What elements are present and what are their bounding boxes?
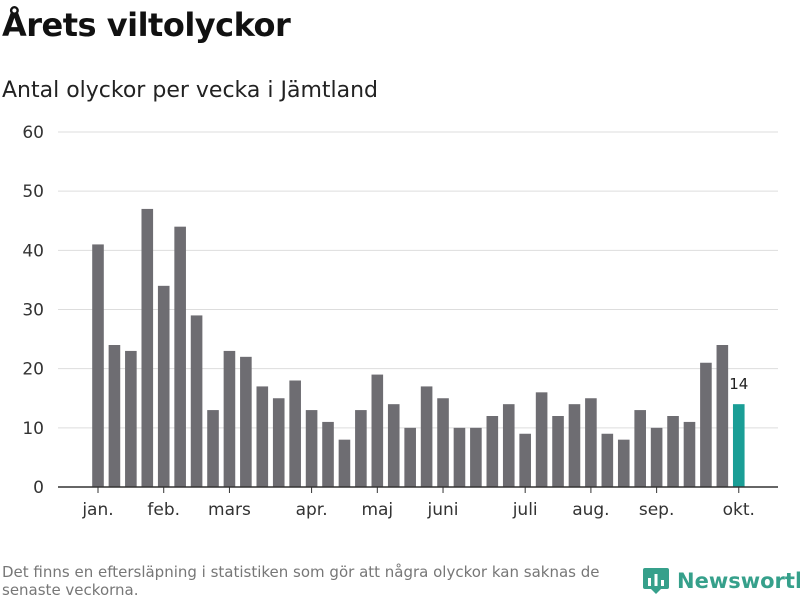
- bar: [322, 421, 334, 487]
- bar: [601, 433, 614, 487]
- bar: [667, 416, 679, 487]
- y-tick-label: 10: [22, 419, 44, 439]
- bar: [568, 404, 581, 487]
- bar: [486, 416, 499, 487]
- bar: [207, 410, 219, 487]
- bar: [338, 439, 351, 487]
- x-tick-label: juni: [427, 500, 459, 520]
- bar: [683, 421, 696, 487]
- newsworthy-logo-icon: [643, 568, 669, 594]
- bar: [256, 386, 269, 487]
- bar: [305, 410, 318, 487]
- footnote: Det finns en eftersläpning i statistiken…: [2, 563, 600, 599]
- x-tick-label: jan.: [81, 500, 113, 520]
- y-tick-label: 30: [22, 301, 44, 321]
- y-tick-label: 60: [22, 123, 44, 143]
- x-tick-label: feb.: [147, 500, 180, 520]
- x-tick-label: juli: [512, 500, 538, 520]
- bar: [92, 244, 104, 487]
- bar: [617, 439, 630, 487]
- bar: [453, 427, 466, 487]
- chart-subtitle: Antal olyckor per vecka i Jämtland: [2, 78, 378, 103]
- bar: [190, 315, 203, 487]
- bar: [174, 226, 186, 488]
- data-labels: 14: [729, 375, 748, 393]
- bar: [634, 410, 646, 487]
- y-tick-label: 0: [33, 478, 44, 498]
- bar: [371, 374, 384, 487]
- y-tick-label: 40: [22, 241, 44, 261]
- bar: [223, 350, 236, 487]
- x-tick-label: aug.: [572, 500, 609, 520]
- y-tick-label: 20: [22, 360, 44, 380]
- x-tick-label: maj: [361, 500, 393, 520]
- bar: [700, 362, 712, 487]
- bar-highlight: [732, 404, 745, 487]
- x-tick-label: mars: [208, 500, 251, 520]
- y-axis-ticks: 0 10 20 30 40 50 60: [22, 123, 44, 498]
- chart-title: Årets viltolyckor: [2, 6, 291, 44]
- bar: [437, 398, 449, 487]
- brand-name: Newsworthy: [677, 569, 800, 593]
- bar: [470, 427, 482, 487]
- bar: [141, 208, 154, 488]
- bar: [716, 345, 729, 487]
- bar: [535, 392, 548, 487]
- x-tick-label: apr.: [296, 500, 328, 520]
- y-tick-label: 50: [22, 182, 44, 202]
- x-axis-ticks: jan. feb. mars apr. maj juni juli aug. sep. okt.: [81, 487, 755, 520]
- bar: [552, 416, 564, 487]
- x-tick-label: sep.: [639, 500, 675, 520]
- brand-logo[interactable]: Newsworthy: [643, 568, 800, 594]
- bar: [420, 386, 433, 487]
- bar: [240, 356, 252, 487]
- bar: [650, 427, 663, 487]
- bar: [108, 345, 121, 487]
- bar: [519, 433, 531, 487]
- bars: [92, 208, 745, 488]
- bar-chart: 0 10 20 30 40 50 60 jan. feb. mars apr. maj juni jul…: [22, 123, 778, 520]
- bar: [404, 427, 416, 487]
- x-tick-label: okt.: [723, 500, 755, 520]
- bar: [272, 398, 285, 487]
- bar: [289, 380, 301, 487]
- bar: [355, 410, 367, 487]
- bar: [157, 285, 170, 487]
- bar: [585, 398, 597, 487]
- bar: [502, 404, 515, 487]
- bar-value-label: 14: [729, 375, 748, 393]
- bar: [387, 404, 400, 487]
- bar: [125, 350, 137, 487]
